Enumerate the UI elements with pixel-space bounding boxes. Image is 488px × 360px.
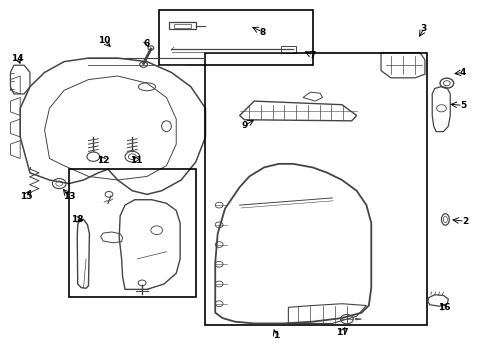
Text: 8: 8	[260, 28, 265, 37]
Text: 13: 13	[62, 192, 75, 201]
Text: 5: 5	[459, 101, 465, 110]
Text: 7: 7	[309, 51, 315, 60]
Text: 18: 18	[71, 215, 84, 224]
Bar	[281, 46, 295, 53]
Text: 14: 14	[11, 54, 24, 63]
Bar	[69, 169, 195, 297]
Text: 10: 10	[98, 36, 110, 45]
Text: 4: 4	[459, 68, 465, 77]
Text: 1: 1	[272, 332, 279, 341]
Text: 6: 6	[143, 39, 150, 48]
Bar	[173, 24, 190, 28]
Polygon shape	[355, 319, 361, 320]
Text: 2: 2	[461, 217, 467, 226]
Text: 17: 17	[335, 328, 347, 337]
Text: 12: 12	[97, 156, 109, 165]
Text: 3: 3	[420, 24, 426, 33]
Text: 16: 16	[437, 303, 450, 312]
Bar	[205, 53, 427, 325]
Bar	[168, 22, 195, 30]
Text: 15: 15	[20, 192, 33, 201]
Text: 9: 9	[241, 121, 247, 130]
Bar	[159, 10, 312, 65]
Text: 11: 11	[130, 156, 142, 165]
